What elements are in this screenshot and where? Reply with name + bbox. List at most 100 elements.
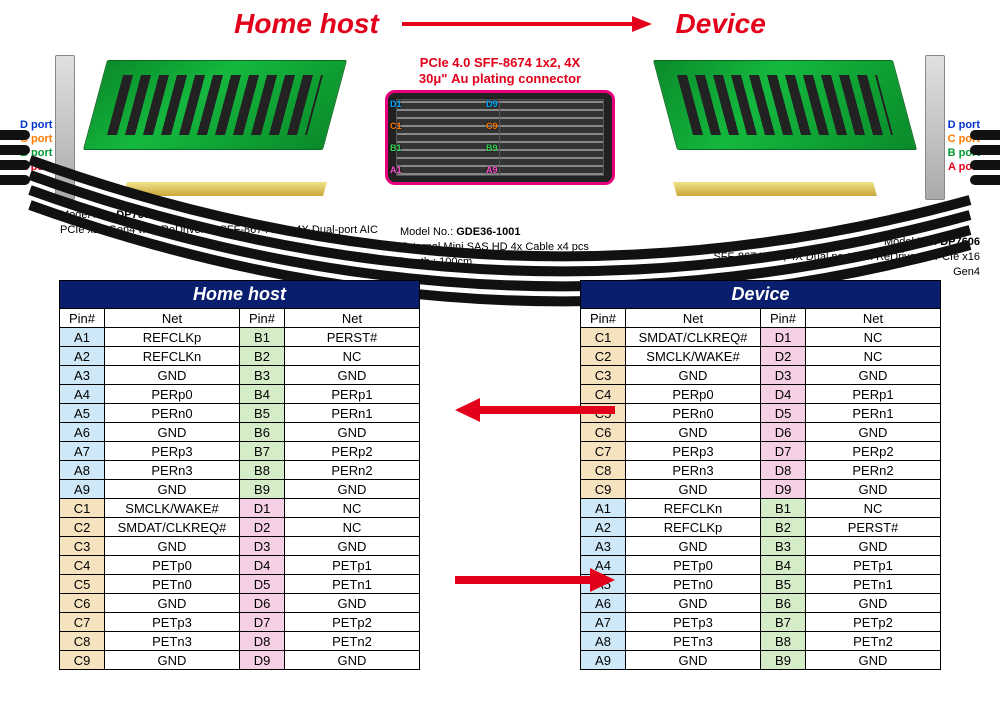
table-row: C8PETn3D8PETn2 — [60, 632, 420, 651]
pin-cell: C1 — [60, 499, 105, 518]
header-right: Device — [676, 8, 766, 40]
table-row: C6GNDD6GND — [60, 594, 420, 613]
net-cell: PERp0 — [626, 385, 761, 404]
table-row: C7PETp3D7PETp2 — [60, 613, 420, 632]
net-cell: PETn3 — [626, 632, 761, 651]
header: Home host Device — [0, 8, 1000, 40]
net-cell: REFCLKn — [626, 499, 761, 518]
port-label: D port — [20, 118, 90, 132]
table-row: A2REFCLKpB2PERST# — [581, 518, 941, 537]
net-cell: PETp2 — [806, 613, 941, 632]
net-cell: PETn2 — [285, 632, 420, 651]
conn-lbl: C1 — [390, 121, 402, 131]
net-cell: GND — [105, 651, 240, 670]
pin-cell: C4 — [60, 556, 105, 575]
table-row: A9GNDB9GND — [60, 480, 420, 499]
pin-cell: B2 — [240, 347, 285, 366]
net-cell: PERn2 — [285, 461, 420, 480]
table-row: A7PETp3B7PETp2 — [581, 613, 941, 632]
net-cell: PERp0 — [105, 385, 240, 404]
net-cell: GND — [806, 366, 941, 385]
net-cell: GND — [626, 480, 761, 499]
table-row: C7PERp3D7PERp2 — [581, 442, 941, 461]
table-title: Device — [580, 280, 941, 308]
net-cell: GND — [105, 423, 240, 442]
net-cell: PERn0 — [626, 404, 761, 423]
table-header: Pin# — [240, 309, 285, 328]
net-cell: SMCLK/WAKE# — [626, 347, 761, 366]
pin-cell: B2 — [761, 518, 806, 537]
net-cell: GND — [626, 537, 761, 556]
net-cell: PETn1 — [806, 575, 941, 594]
net-cell: GND — [806, 423, 941, 442]
pin-cell: D1 — [761, 328, 806, 347]
table-row: A6GNDB6GND — [581, 594, 941, 613]
pin-cell: A6 — [60, 423, 105, 442]
pin-cell: D4 — [761, 385, 806, 404]
net-cell: PETn3 — [105, 632, 240, 651]
pin-cell: B9 — [761, 651, 806, 670]
net-cell: SMDAT/CLKREQ# — [626, 328, 761, 347]
net-cell: NC — [285, 518, 420, 537]
table-row: C9GNDD9GND — [581, 480, 941, 499]
pin-cell: C1 — [581, 328, 626, 347]
net-cell: NC — [806, 347, 941, 366]
net-cell: PERp1 — [806, 385, 941, 404]
net-cell: PERn1 — [806, 404, 941, 423]
pin-cell: B1 — [240, 328, 285, 347]
table-row: A9GNDB9GND — [581, 651, 941, 670]
pin-cell: A9 — [581, 651, 626, 670]
pin-cell: D4 — [240, 556, 285, 575]
pin-cell: D6 — [240, 594, 285, 613]
port-label: C port — [20, 132, 90, 146]
table-home-host: Home host Pin#NetPin#NetA1REFCLKpB1PERST… — [59, 280, 420, 670]
net-cell: GND — [806, 651, 941, 670]
net-cell: PERp2 — [285, 442, 420, 461]
pin-cell: C2 — [60, 518, 105, 537]
pin-cell: D8 — [240, 632, 285, 651]
pin-cell: C5 — [60, 575, 105, 594]
net-cell: REFCLKn — [105, 347, 240, 366]
net-cell: PERn1 — [285, 404, 420, 423]
table-header: Pin# — [581, 309, 626, 328]
pin-cell: D5 — [761, 404, 806, 423]
pin-cell: A1 — [60, 328, 105, 347]
pin-cell: B3 — [240, 366, 285, 385]
pin-cell: C6 — [60, 594, 105, 613]
table-row: C9GNDD9GND — [60, 651, 420, 670]
pin-cell: C8 — [60, 632, 105, 651]
table-header: Net — [806, 309, 941, 328]
net-cell: PERST# — [285, 328, 420, 347]
net-cell: PERp3 — [105, 442, 240, 461]
net-cell: PERST# — [806, 518, 941, 537]
table-row: C4PETp0D4PETp1 — [60, 556, 420, 575]
net-cell: REFCLKp — [105, 328, 240, 347]
pin-cell: A2 — [60, 347, 105, 366]
connector-caption-l1: PCIe 4.0 SFF-8674 1x2, 4X — [420, 55, 580, 70]
net-cell: GND — [626, 423, 761, 442]
net-cell: GND — [806, 537, 941, 556]
table-row: C2SMCLK/WAKE#D2NC — [581, 347, 941, 366]
net-cell: NC — [806, 328, 941, 347]
pin-cell: B8 — [761, 632, 806, 651]
net-cell: PETp1 — [285, 556, 420, 575]
table-row: C8PERn3D8PERn2 — [581, 461, 941, 480]
net-cell: PETp2 — [285, 613, 420, 632]
arrow-right-icon — [402, 14, 652, 34]
pin-cell: C3 — [60, 537, 105, 556]
net-cell: PETn0 — [105, 575, 240, 594]
mapping-arrows — [455, 380, 615, 630]
header-left: Home host — [234, 8, 379, 40]
pin-cell: B7 — [761, 613, 806, 632]
table-row: A2REFCLKnB2NC — [60, 347, 420, 366]
pin-cell: D9 — [761, 480, 806, 499]
net-cell: GND — [285, 651, 420, 670]
table-header: Net — [626, 309, 761, 328]
pin-cell: B5 — [240, 404, 285, 423]
net-cell: PETn1 — [285, 575, 420, 594]
pin-cell: D7 — [240, 613, 285, 632]
net-cell: GND — [105, 537, 240, 556]
table-row: C1SMCLK/WAKE#D1NC — [60, 499, 420, 518]
net-cell: GND — [285, 480, 420, 499]
pin-cell: A4 — [60, 385, 105, 404]
